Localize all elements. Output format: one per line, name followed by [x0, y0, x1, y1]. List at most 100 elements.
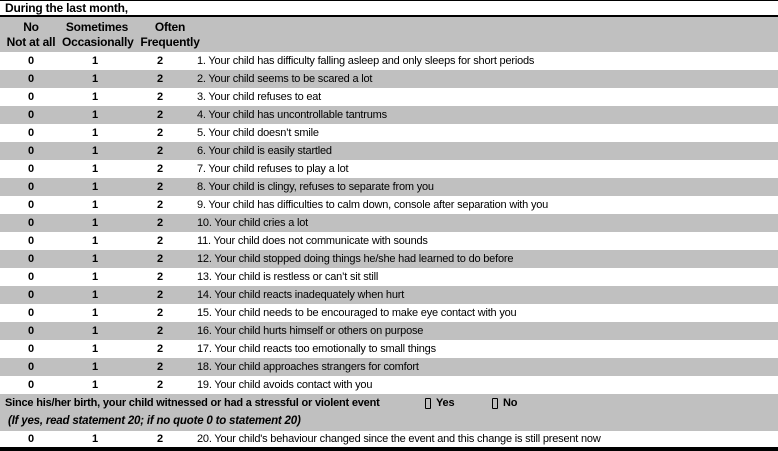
no-checkbox[interactable]: No: [492, 394, 517, 413]
statement-row: 0126. Your child is easily startled: [0, 142, 778, 160]
answer-option-2[interactable]: 2: [128, 433, 192, 445]
statement-row: 01218. Your child approaches strangers f…: [0, 358, 778, 376]
answer-option-1[interactable]: 1: [62, 55, 128, 67]
answer-option-2[interactable]: 2: [128, 361, 192, 373]
statement-text: 3. Your child refuses to eat: [192, 91, 778, 103]
statement-text: 1. Your child has difficulty falling asl…: [192, 55, 778, 67]
answer-option-0[interactable]: 0: [0, 361, 62, 373]
scale-column-sometimes: Sometimes Occasionally: [62, 20, 132, 50]
scale-sometimes-line1: Sometimes: [62, 20, 132, 35]
answer-option-2[interactable]: 2: [128, 127, 192, 139]
answer-option-1[interactable]: 1: [62, 307, 128, 319]
statement-row: 01213. Your child is restless or can’t s…: [0, 268, 778, 286]
answer-option-0[interactable]: 0: [0, 91, 62, 103]
statement-text: 15. Your child needs to be encouraged to…: [192, 307, 778, 319]
answer-option-1[interactable]: 1: [62, 325, 128, 337]
statement-row: 0129. Your child has difficulties to cal…: [0, 196, 778, 214]
scale-sometimes-line2: Occasionally: [62, 35, 132, 50]
statement-text: 9. Your child has difficulties to calm d…: [192, 199, 778, 211]
answer-option-2[interactable]: 2: [128, 271, 192, 283]
scale-no-line2: Not at all: [0, 35, 62, 50]
statement-row: 01216. Your child hurts himself or other…: [0, 322, 778, 340]
answer-option-2[interactable]: 2: [128, 91, 192, 103]
answer-option-0[interactable]: 0: [0, 127, 62, 139]
statement-row: 0123. Your child refuses to eat: [0, 88, 778, 106]
answer-option-2[interactable]: 2: [128, 217, 192, 229]
answer-option-2[interactable]: 2: [128, 289, 192, 301]
section-title: During the last month,: [0, 0, 778, 17]
statement-text: 7. Your child refuses to play a lot: [192, 163, 778, 175]
answer-option-1[interactable]: 1: [62, 235, 128, 247]
answer-option-0[interactable]: 0: [0, 343, 62, 355]
statement-text: 10. Your child cries a lot: [192, 217, 778, 229]
answer-option-0[interactable]: 0: [0, 145, 62, 157]
yes-checkbox[interactable]: Yes: [425, 394, 454, 413]
event-instruction: (If yes, read statement 20; if no quote …: [0, 413, 778, 431]
bottom-rule: [0, 447, 778, 451]
answer-option-1[interactable]: 1: [62, 253, 128, 265]
answer-option-1[interactable]: 1: [62, 271, 128, 283]
event-question-text: Since his/her birth, your child witnesse…: [5, 394, 380, 413]
statement-row: 0128. Your child is clingy, refuses to s…: [0, 178, 778, 196]
answer-option-0[interactable]: 0: [0, 307, 62, 319]
answer-option-1[interactable]: 1: [62, 181, 128, 193]
answer-option-0[interactable]: 0: [0, 433, 62, 445]
answer-option-1[interactable]: 1: [62, 145, 128, 157]
answer-option-1[interactable]: 1: [62, 163, 128, 175]
answer-option-2[interactable]: 2: [128, 109, 192, 121]
answer-option-2[interactable]: 2: [128, 55, 192, 67]
answer-option-0[interactable]: 0: [0, 253, 62, 265]
answer-option-2[interactable]: 2: [128, 253, 192, 265]
statement-row: 01212. Your child stopped doing things h…: [0, 250, 778, 268]
answer-option-0[interactable]: 0: [0, 163, 62, 175]
answer-option-2[interactable]: 2: [128, 307, 192, 319]
statement-text: 12. Your child stopped doing things he/s…: [192, 253, 778, 265]
answer-option-1[interactable]: 1: [62, 91, 128, 103]
answer-option-0[interactable]: 0: [0, 109, 62, 121]
answer-option-1[interactable]: 1: [62, 199, 128, 211]
answer-option-0[interactable]: 0: [0, 325, 62, 337]
answer-option-0[interactable]: 0: [0, 181, 62, 193]
answer-option-2[interactable]: 2: [128, 199, 192, 211]
answer-option-0[interactable]: 0: [0, 379, 62, 391]
statement-row: 01220. Your child's behaviour changed si…: [0, 431, 778, 447]
answer-option-2[interactable]: 2: [128, 73, 192, 85]
answer-option-1[interactable]: 1: [62, 379, 128, 391]
statement-text: 14. Your child reacts inadequately when …: [192, 289, 778, 301]
answer-option-0[interactable]: 0: [0, 289, 62, 301]
scale-often-line1: Often: [132, 20, 208, 35]
answer-option-2[interactable]: 2: [128, 343, 192, 355]
scale-column-often: Often Frequently: [132, 20, 208, 50]
statement-row: 01214. Your child reacts inadequately wh…: [0, 286, 778, 304]
answer-option-0[interactable]: 0: [0, 199, 62, 211]
answer-option-1[interactable]: 1: [62, 343, 128, 355]
answer-option-1[interactable]: 1: [62, 289, 128, 301]
statement-row: 0124. Your child has uncontrollable tant…: [0, 106, 778, 124]
answer-option-1[interactable]: 1: [62, 109, 128, 121]
no-label: No: [503, 394, 517, 413]
answer-option-1[interactable]: 1: [62, 217, 128, 229]
answer-option-0[interactable]: 0: [0, 73, 62, 85]
answer-option-1[interactable]: 1: [62, 73, 128, 85]
empty-checkbox-icon: [425, 398, 431, 409]
answer-option-2[interactable]: 2: [128, 181, 192, 193]
answer-option-1[interactable]: 1: [62, 127, 128, 139]
answer-option-0[interactable]: 0: [0, 55, 62, 67]
section-title-text: During the last month,: [5, 1, 128, 15]
statement-row: 01210. Your child cries a lot: [0, 214, 778, 232]
scale-header: No Not at all Sometimes Occasionally Oft…: [0, 17, 778, 52]
answer-option-0[interactable]: 0: [0, 217, 62, 229]
answer-option-0[interactable]: 0: [0, 235, 62, 247]
answer-option-2[interactable]: 2: [128, 145, 192, 157]
answer-option-0[interactable]: 0: [0, 271, 62, 283]
answer-option-1[interactable]: 1: [62, 361, 128, 373]
answer-option-1[interactable]: 1: [62, 433, 128, 445]
answer-option-2[interactable]: 2: [128, 235, 192, 247]
event-section: Since his/her birth, your child witnesse…: [0, 394, 778, 431]
statement-text: 20. Your child's behaviour changed since…: [192, 433, 778, 445]
answer-option-2[interactable]: 2: [128, 379, 192, 391]
statement-row: 01217. Your child reacts too emotionally…: [0, 340, 778, 358]
statement-20-row-slot: 01220. Your child's behaviour changed si…: [0, 431, 778, 447]
answer-option-2[interactable]: 2: [128, 325, 192, 337]
answer-option-2[interactable]: 2: [128, 163, 192, 175]
